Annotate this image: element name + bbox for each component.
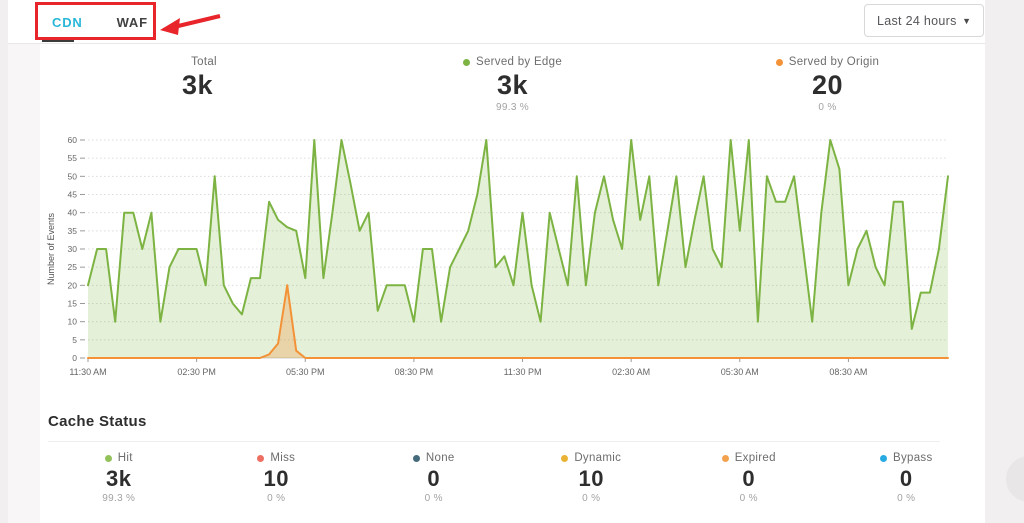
svg-text:45: 45 <box>68 190 78 200</box>
stat-label: Served by Edge <box>475 56 563 68</box>
cache-legend-dot <box>879 454 887 462</box>
cache-status-item: None 0 0 % <box>355 452 513 504</box>
floating-widget-button[interactable] <box>1006 456 1024 502</box>
cache-item-value: 3k <box>106 466 132 491</box>
svg-text:02:30 PM: 02:30 PM <box>177 367 216 377</box>
cache-status-row: Hit 3k 99.3 % Miss 10 0 % None 0 0 % Dyn… <box>40 452 985 504</box>
divider <box>48 441 940 442</box>
tab-cdn[interactable]: CDN <box>52 14 83 30</box>
stat-total: Total 3k <box>40 56 355 115</box>
svg-text:08:30 AM: 08:30 AM <box>829 367 867 377</box>
svg-text:40: 40 <box>68 208 78 218</box>
cache-status-item: Miss 10 0 % <box>198 452 356 504</box>
cache-status-title: Cache Status <box>48 413 147 430</box>
svg-text:Number of Events: Number of Events <box>46 212 56 285</box>
cache-item-value: 0 <box>742 466 756 491</box>
top-bar: CDN WAF Last 24 hours ▼ <box>8 0 985 44</box>
time-range-value: Last 24 hours <box>877 13 957 28</box>
stat-edge-label-row: Served by Edge <box>462 56 563 68</box>
active-tab-underline <box>42 38 74 42</box>
cache-item-label: Miss <box>270 452 296 464</box>
cache-item-value: 0 <box>899 466 913 491</box>
traffic-card: Total 3k Served by Edge 3k 99.3 % Served… <box>40 44 985 523</box>
stat-value: 20 <box>811 70 844 100</box>
cache-item-percent: 0 % <box>739 493 758 504</box>
cache-item-label-row: Expired <box>721 452 776 464</box>
svg-text:55: 55 <box>68 153 78 163</box>
cache-item-percent: 0 % <box>267 493 286 504</box>
stat-label: Served by Origin <box>788 56 880 68</box>
events-area-chart-svg: 0 5 10 15 20 25 30 35 40 45 50 55 60 11:30 AM 02:30 PM… <box>46 135 949 377</box>
cache-item-label-row: Dynamic <box>561 452 621 464</box>
cache-item-percent: 0 % <box>424 493 443 504</box>
stat-label: Total <box>191 56 217 68</box>
svg-text:02:30 AM: 02:30 AM <box>612 367 650 377</box>
stat-percent: 99.3 % <box>496 102 529 113</box>
tab-waf[interactable]: WAF <box>116 14 148 30</box>
cache-item-label: Dynamic <box>574 452 622 464</box>
stat-percent: 0 % <box>818 102 837 113</box>
cache-legend-dot <box>561 454 569 462</box>
cache-status-item: Dynamic 10 0 % <box>513 452 671 504</box>
cache-status-item: Bypass 0 0 % <box>828 452 986 504</box>
svg-text:0: 0 <box>72 353 77 363</box>
tab-bar: CDN WAF <box>52 0 148 44</box>
cache-item-label-row: Miss <box>257 452 295 464</box>
cache-status-item: Expired 0 0 % <box>670 452 828 504</box>
cache-status-item: Hit 3k 99.3 % <box>40 452 198 504</box>
cache-legend-dot <box>257 454 265 462</box>
cache-legend-dot <box>412 454 420 462</box>
origin-legend-dot <box>775 58 783 66</box>
cache-legend-dot <box>721 454 729 462</box>
stat-value: 3k <box>496 70 529 100</box>
cache-item-label: None <box>425 452 455 464</box>
cache-item-label: Bypass <box>892 452 933 464</box>
svg-text:50: 50 <box>68 171 78 181</box>
stat-served-by-origin: Served by Origin 20 0 % <box>670 56 985 115</box>
chevron-down-icon: ▼ <box>962 15 971 26</box>
cache-item-label: Expired <box>734 452 776 464</box>
cache-item-value: 10 <box>263 466 289 491</box>
cache-item-label-row: None <box>412 452 455 464</box>
svg-text:15: 15 <box>68 299 78 309</box>
cache-item-percent: 0 % <box>582 493 601 504</box>
cache-item-percent: 0 % <box>897 493 916 504</box>
svg-text:30: 30 <box>68 244 78 254</box>
events-area-chart: 0 5 10 15 20 25 30 35 40 45 50 55 60 11:30 AM 02:30 PM… <box>40 130 975 382</box>
svg-text:05:30 AM: 05:30 AM <box>721 367 759 377</box>
cache-legend-dot <box>104 454 112 462</box>
cache-item-value: 10 <box>578 466 604 491</box>
svg-text:20: 20 <box>68 280 78 290</box>
cache-item-label-row: Hit <box>104 452 133 464</box>
svg-text:35: 35 <box>68 226 78 236</box>
stat-value: 3k <box>181 70 214 100</box>
edge-legend-dot <box>462 58 470 66</box>
traffic-stats-row: Total 3k Served by Edge 3k 99.3 % Served… <box>40 56 985 115</box>
stat-served-by-edge: Served by Edge 3k 99.3 % <box>355 56 670 115</box>
svg-text:05:30 PM: 05:30 PM <box>286 367 325 377</box>
svg-text:60: 60 <box>68 135 78 145</box>
cache-item-value: 0 <box>427 466 441 491</box>
stat-total-label-row: Total <box>178 56 217 68</box>
svg-text:11:30 PM: 11:30 PM <box>504 367 542 377</box>
svg-text:5: 5 <box>72 335 77 345</box>
svg-text:10: 10 <box>68 317 78 327</box>
cache-item-percent: 99.3 % <box>102 493 136 504</box>
svg-text:11:30 AM: 11:30 AM <box>69 367 106 377</box>
svg-text:25: 25 <box>68 262 78 272</box>
stat-origin-label-row: Served by Origin <box>775 56 880 68</box>
left-gutter <box>8 44 40 523</box>
cache-item-label: Hit <box>117 452 133 464</box>
time-range-dropdown[interactable]: Last 24 hours ▼ <box>864 4 984 37</box>
svg-text:08:30 PM: 08:30 PM <box>395 367 434 377</box>
cache-item-label-row: Bypass <box>879 452 933 464</box>
